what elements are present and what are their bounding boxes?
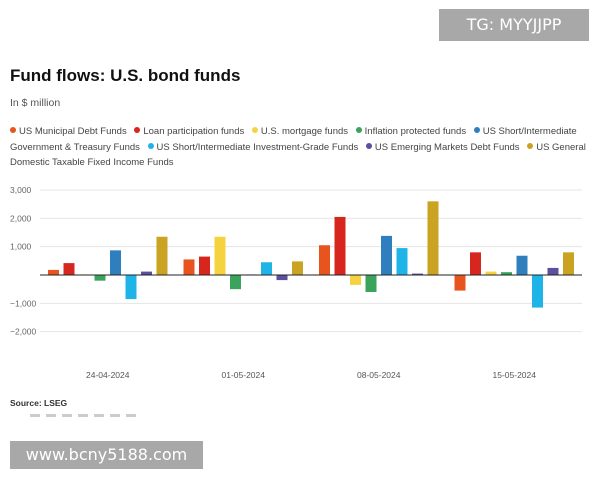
- legend-item: US Emerging Markets Debt Funds: [365, 141, 520, 153]
- bar-chart: −2,000 −1,000 1,000 2,000 3,000 24-04-2024 01-…: [10, 185, 582, 380]
- bar: [156, 236, 168, 275]
- legend-item: US Short/Intermediate Government & Treas…: [10, 126, 577, 153]
- legend-swatch: [527, 142, 534, 149]
- legend-swatch: [134, 127, 141, 133]
- bar: [125, 275, 137, 300]
- legend-swatch: [147, 142, 154, 149]
- y-tick-label: 1,000: [10, 242, 32, 252]
- bar: [454, 275, 466, 291]
- watermark-bottom: www.bcny5188.com: [10, 441, 203, 469]
- faded-footnote: [30, 414, 140, 417]
- watermark-top: TG: MYYJJPP: [439, 9, 589, 41]
- legend-label: US General Domestic Taxable Fixed Income…: [10, 141, 586, 169]
- legend-swatch: [365, 142, 372, 149]
- y-tick-label: −2,000: [10, 327, 37, 337]
- bar: [230, 275, 241, 290]
- bar: [485, 271, 497, 275]
- bar: [48, 269, 59, 275]
- bar: [292, 261, 303, 275]
- bar: [532, 275, 543, 308]
- chart-title: Fund flows: U.S. bond funds: [10, 66, 241, 85]
- bar: [381, 235, 392, 275]
- chart-subtitle: In $ million: [10, 97, 61, 109]
- bar: [396, 248, 408, 275]
- legend-item: US General Domestic Taxable Fixed Income…: [10, 142, 586, 169]
- legend-label: US Short/Intermediate Government & Treas…: [10, 126, 577, 153]
- bar: [141, 271, 152, 275]
- bar: [214, 236, 226, 275]
- x-tick-label: 15-05-2024: [493, 370, 537, 380]
- y-tick-label: 3,000: [10, 185, 32, 195]
- bar: [516, 255, 528, 275]
- legend-item: US Municipal Debt Funds: [10, 126, 127, 137]
- x-tick-label: 24-04-2024: [86, 370, 130, 380]
- bar: [470, 252, 481, 275]
- bar: [365, 275, 377, 292]
- legend-label: Loan participation funds: [143, 126, 245, 137]
- bar: [501, 272, 512, 275]
- legend-label: US Emerging Markets Debt Funds: [374, 141, 520, 153]
- bar: [276, 275, 288, 281]
- legend-item: U.S. mortgage funds: [251, 126, 349, 137]
- source-note: Source: LSEG: [10, 398, 68, 408]
- y-tick-label: −1,000: [10, 298, 37, 308]
- legend-item: US Short/Intermediate Investment-Grade F…: [147, 141, 359, 153]
- bar: [110, 250, 121, 275]
- bar: [334, 216, 346, 275]
- legend-swatch: [10, 127, 16, 133]
- bar: [183, 259, 195, 275]
- bar: [547, 267, 559, 275]
- bar: [94, 275, 106, 281]
- x-tick-label: 01-05-2024: [222, 370, 266, 380]
- legend-swatch: [251, 127, 258, 133]
- legend-swatch: [355, 127, 362, 133]
- x-tick-label: 08-05-2024: [357, 370, 401, 380]
- bar: [412, 273, 423, 275]
- bar: [199, 256, 210, 275]
- bar: [563, 252, 574, 275]
- legend-swatch: [473, 127, 480, 133]
- bar: [427, 201, 439, 275]
- bar: [319, 245, 330, 275]
- bar: [350, 275, 361, 285]
- legend-item: Loan participation funds: [134, 126, 244, 137]
- legend-label: US Municipal Debt Funds: [19, 126, 127, 137]
- bar: [261, 262, 272, 275]
- legend-item: Inflation protected funds: [355, 126, 467, 137]
- legend-label: U.S. mortgage funds: [260, 126, 349, 137]
- legend-label: Inflation protected funds: [364, 126, 467, 137]
- chart-legend: US Municipal Debt Funds Loan participati…: [10, 124, 590, 171]
- legend-label: US Short/Intermediate Investment-Grade F…: [156, 141, 359, 153]
- y-tick-label: 2,000: [10, 213, 32, 223]
- bar: [63, 263, 75, 275]
